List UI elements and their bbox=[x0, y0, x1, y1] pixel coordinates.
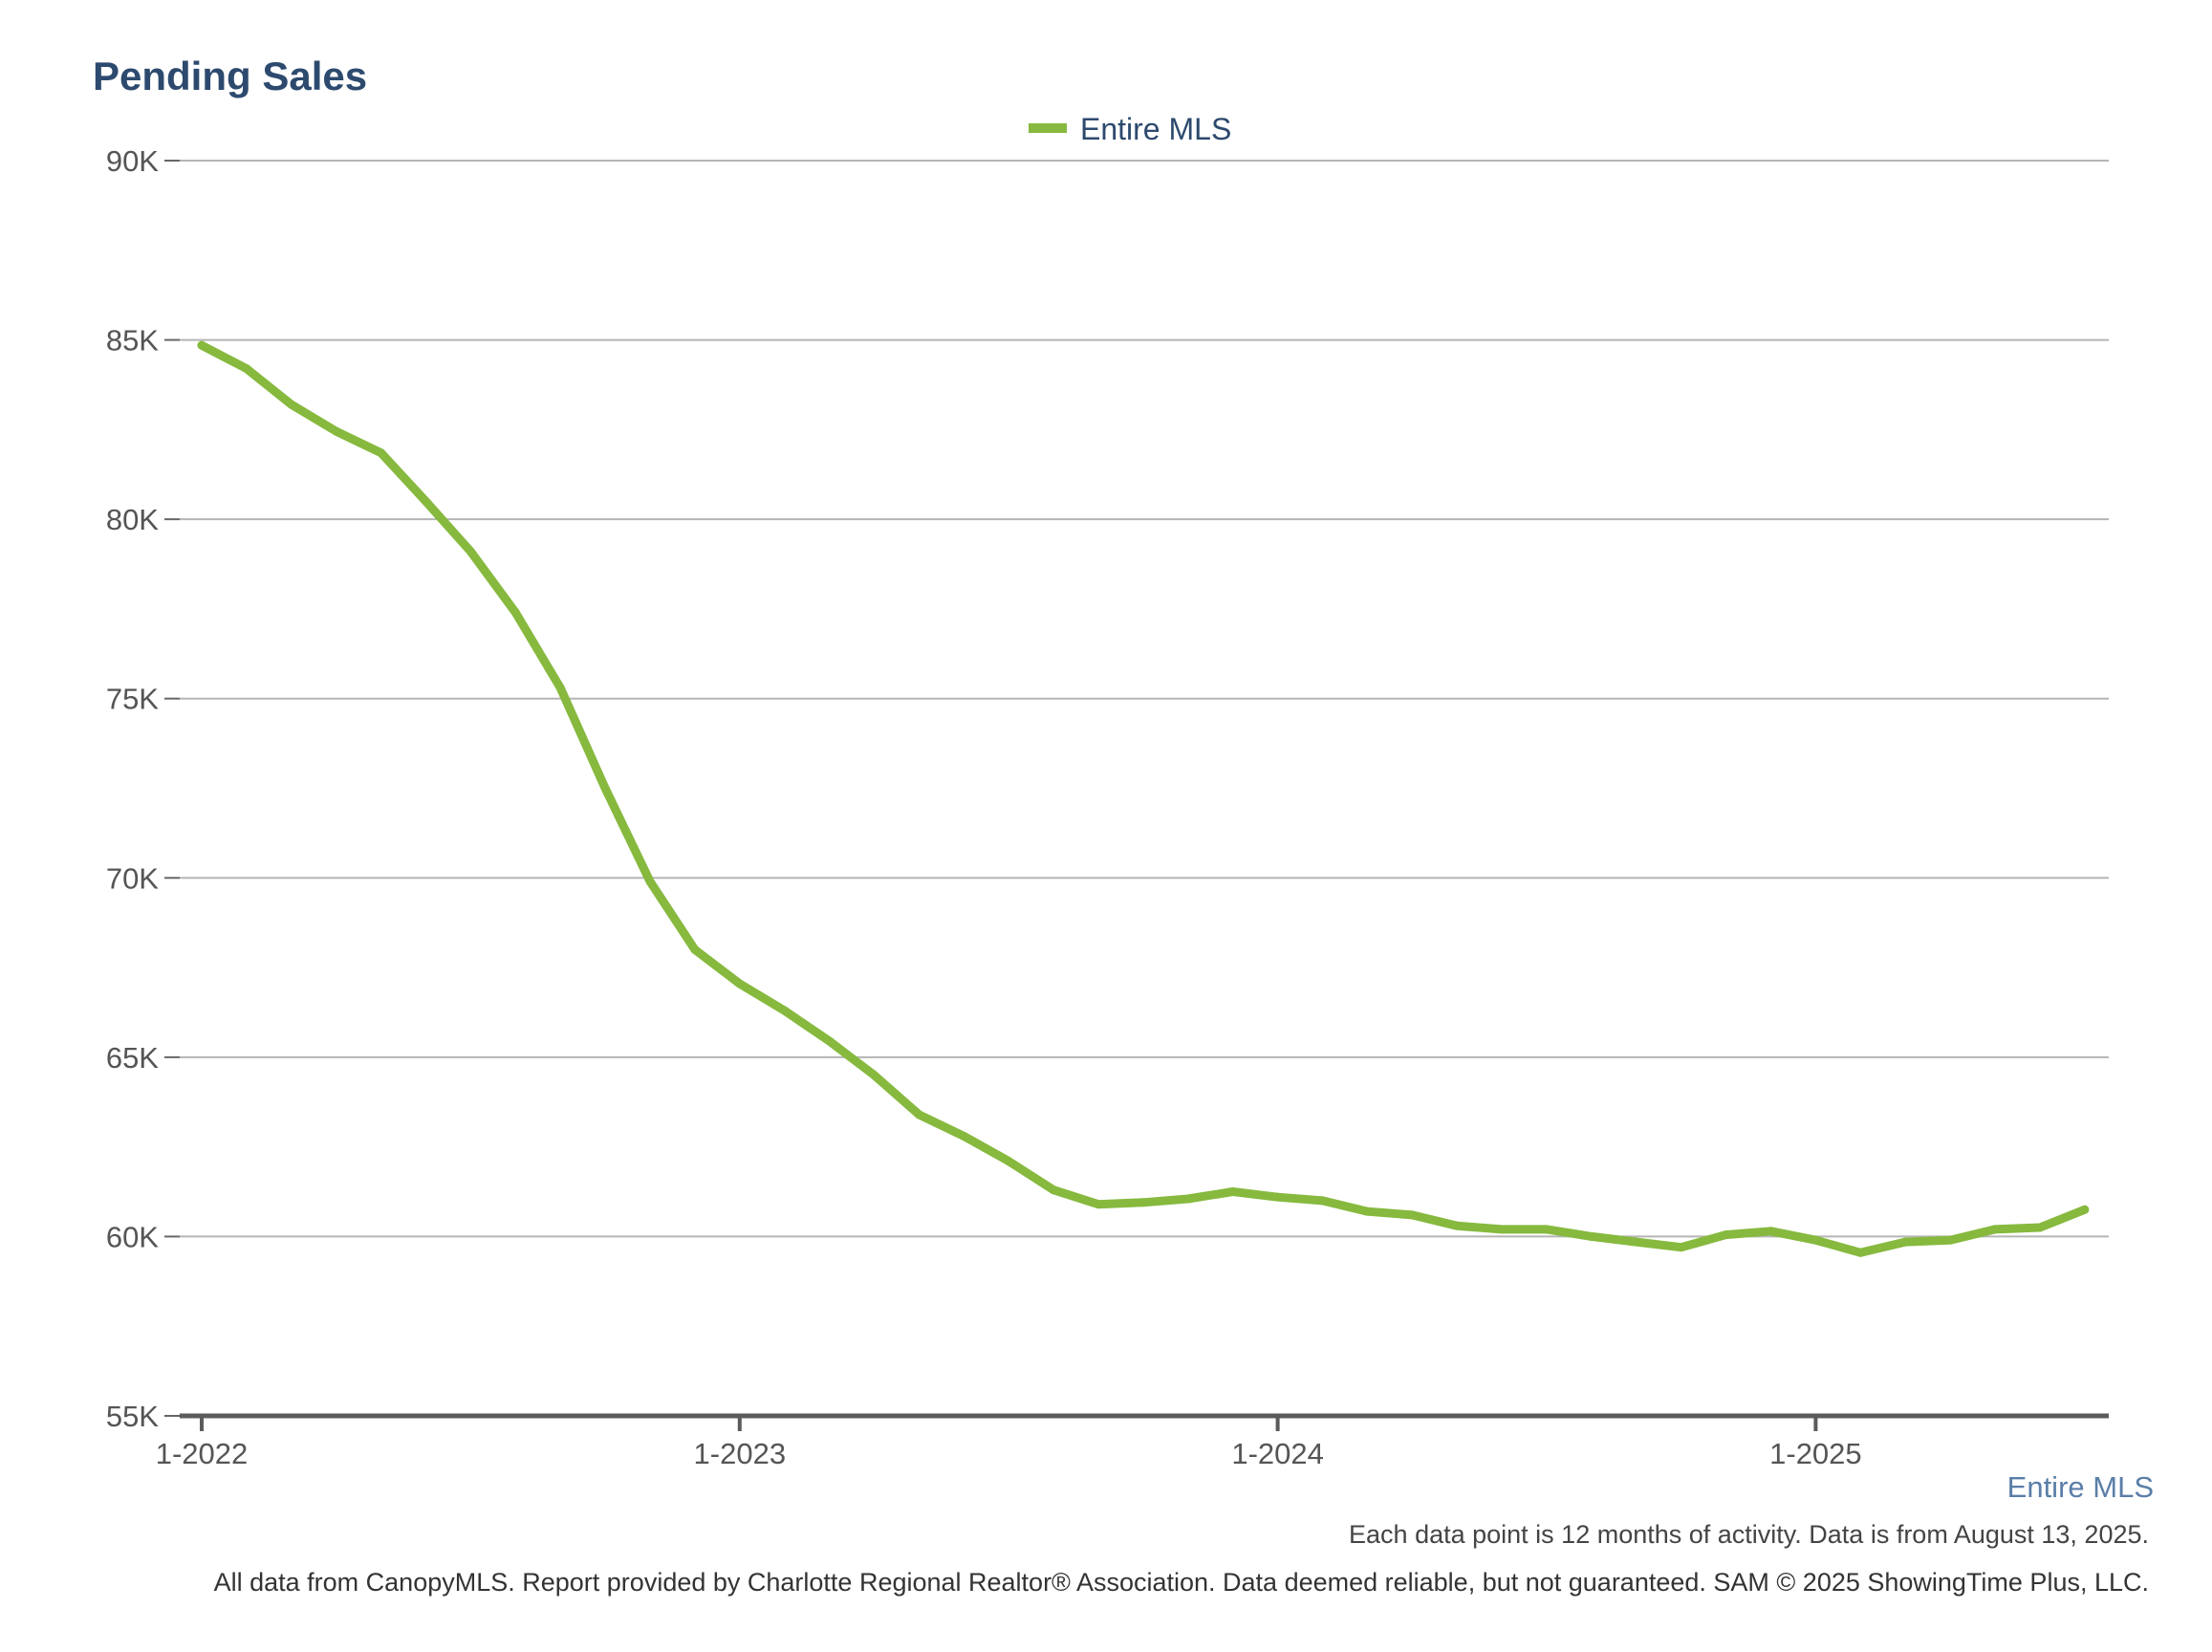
data-point bbox=[1183, 1194, 1193, 1204]
footer-note: Each data point is 12 months of activity… bbox=[1349, 1520, 2149, 1549]
y-tick-label: 70K bbox=[106, 861, 159, 895]
data-point bbox=[825, 1036, 835, 1046]
data-point bbox=[735, 979, 745, 989]
data-point bbox=[1811, 1235, 1820, 1245]
data-point bbox=[1767, 1227, 1775, 1236]
data-point bbox=[1900, 1237, 1910, 1247]
data-point bbox=[1632, 1237, 1641, 1247]
y-tick-label: 90K bbox=[106, 144, 159, 178]
data-point bbox=[1228, 1187, 1238, 1197]
data-point bbox=[1855, 1248, 1865, 1257]
data-point bbox=[959, 1131, 968, 1141]
data-point bbox=[1990, 1225, 2000, 1234]
data-point bbox=[1945, 1235, 1955, 1245]
x-tick-label: 1-2023 bbox=[694, 1437, 787, 1470]
y-tick-label: 75K bbox=[106, 683, 159, 716]
data-point bbox=[1542, 1225, 1551, 1234]
y-tick-label: 65K bbox=[106, 1041, 159, 1075]
legend[interactable]: Entire MLS bbox=[1029, 112, 1231, 146]
x-axis: 1-2022 1-2023 1-2024 1-2025 bbox=[156, 1413, 2109, 1470]
series-entire-mls bbox=[197, 340, 2090, 1257]
x-tick-label: 1-2024 bbox=[1231, 1437, 1324, 1470]
data-point bbox=[1587, 1231, 1596, 1241]
data-point bbox=[2035, 1223, 2045, 1232]
data-point bbox=[510, 608, 520, 618]
series-line-entire-mls bbox=[197, 340, 2090, 1257]
data-point bbox=[1497, 1225, 1507, 1234]
data-point bbox=[1407, 1210, 1417, 1220]
y-tick-label: 85K bbox=[106, 324, 159, 358]
footer-series-label: Entire MLS bbox=[2006, 1470, 2154, 1504]
data-point bbox=[1452, 1221, 1462, 1230]
data-point bbox=[1139, 1198, 1148, 1207]
data-point bbox=[1049, 1185, 1058, 1195]
x-tick-label: 1-2022 bbox=[156, 1437, 249, 1470]
chart-title: Pending Sales bbox=[93, 54, 368, 98]
legend-label-entire-mls: Entire MLS bbox=[1080, 112, 1231, 146]
data-point bbox=[600, 784, 610, 793]
data-point bbox=[466, 547, 475, 556]
gridlines bbox=[180, 160, 2109, 1238]
y-tick-label: 80K bbox=[106, 503, 159, 536]
data-point bbox=[1722, 1230, 1731, 1240]
data-point bbox=[690, 945, 700, 954]
data-point bbox=[1318, 1196, 1327, 1206]
y-tick-label: 60K bbox=[106, 1220, 159, 1253]
data-point bbox=[422, 496, 430, 506]
data-point bbox=[555, 683, 565, 692]
data-point bbox=[645, 877, 655, 886]
data-point bbox=[870, 1071, 878, 1080]
data-point bbox=[377, 448, 386, 458]
data-point bbox=[780, 1006, 790, 1015]
data-point bbox=[332, 426, 341, 436]
data-point bbox=[287, 400, 296, 409]
footer-credit: All data from CanopyMLS. Report provided… bbox=[213, 1568, 2149, 1597]
y-axis: 55K 60K 65K 70K 75K 80K 85K 90K bbox=[106, 144, 180, 1433]
data-point bbox=[242, 364, 251, 374]
data-point bbox=[914, 1110, 923, 1119]
data-point bbox=[197, 340, 206, 350]
data-point bbox=[1004, 1157, 1013, 1166]
data-point bbox=[1273, 1192, 1283, 1202]
data-point bbox=[1362, 1206, 1372, 1216]
data-point bbox=[1677, 1243, 1686, 1252]
data-point bbox=[1094, 1200, 1103, 1209]
x-tick-label: 1-2025 bbox=[1769, 1437, 1862, 1470]
y-tick-label: 55K bbox=[106, 1400, 159, 1433]
data-point bbox=[2080, 1205, 2090, 1214]
